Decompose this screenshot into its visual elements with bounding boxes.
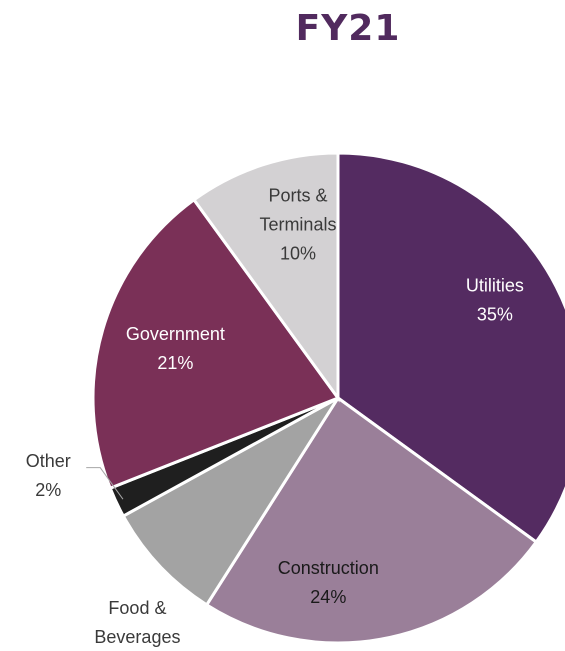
- leader-line-other: [86, 467, 124, 500]
- data-label-ports-and-terminals: Ports & Terminals 10%: [259, 186, 336, 264]
- data-label-other: Other 2%: [26, 451, 71, 500]
- pie-slice-government: [91, 197, 341, 491]
- data-label-food-and-beverages: Food &Beverages8%: [94, 598, 180, 651]
- data-label-construction: Construction 24%: [278, 558, 379, 607]
- chart-title: FY21: [295, 8, 401, 49]
- pie-slice-food-and-beverages: [121, 396, 340, 607]
- pie-slice-construction: [204, 395, 539, 645]
- pie-slice-ports-and-terminals: [191, 151, 340, 403]
- data-label-government: Government 21%: [126, 324, 225, 373]
- pie-slice-utilities: [336, 151, 565, 545]
- data-label-utilities: Utilities 35%: [466, 275, 524, 324]
